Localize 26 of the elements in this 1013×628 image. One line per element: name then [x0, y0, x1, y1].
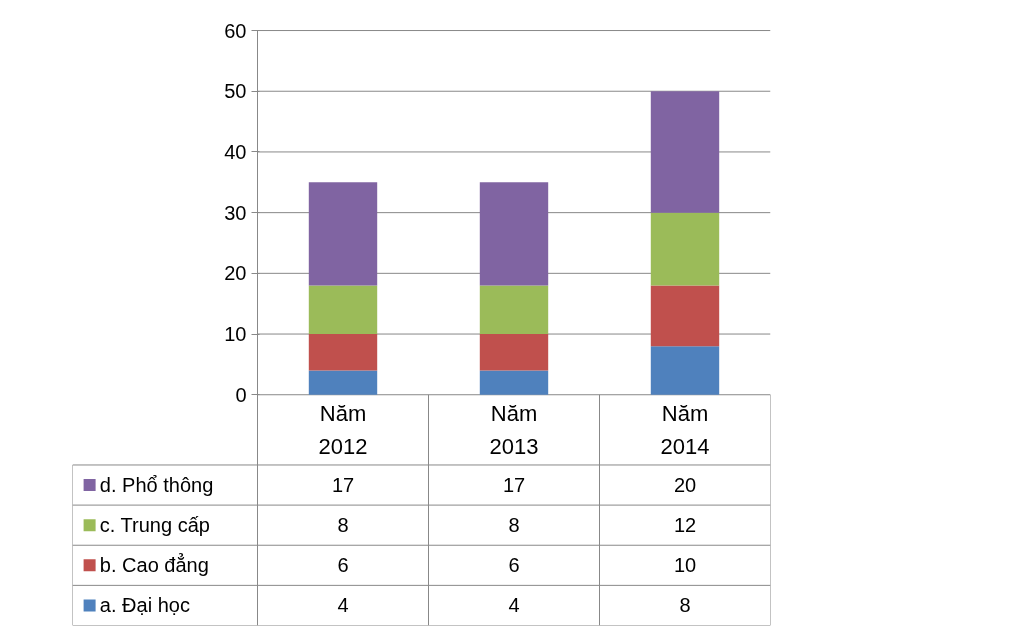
data-label: 4 [508, 594, 520, 617]
data-label: 20 [673, 474, 697, 497]
x-tick-label: Năm 2012 [318, 401, 368, 459]
data-label: 17 [502, 474, 526, 497]
data-label: 8 [679, 594, 691, 617]
y-tick-label: 60 [224, 19, 247, 42]
data-label: 8 [337, 514, 349, 537]
data-label: 4 [337, 594, 349, 617]
y-tick-label: 10 [224, 323, 247, 346]
x-tick-label: Năm 2014 [660, 401, 710, 459]
y-tick-label: 40 [224, 140, 247, 163]
data-label: 10 [673, 554, 697, 577]
data-label: 6 [337, 554, 349, 577]
legend-label: a. Đại học [99, 594, 190, 617]
data-label: 6 [508, 554, 520, 577]
data-label: 17 [331, 474, 355, 497]
y-tick-label: 50 [224, 80, 247, 103]
data-label: 12 [673, 514, 697, 537]
legend-label: c. Trung cấp [99, 514, 210, 537]
data-label: 8 [508, 514, 520, 537]
y-tick-label: 20 [224, 262, 247, 285]
y-tick-label: 0 [235, 383, 247, 406]
x-tick-label: Năm 2013 [489, 401, 539, 459]
y-tick-label: 30 [224, 201, 247, 224]
legend-label: d. Phổ thông [99, 474, 214, 497]
legend-label: b. Cao đẳng [99, 553, 209, 577]
